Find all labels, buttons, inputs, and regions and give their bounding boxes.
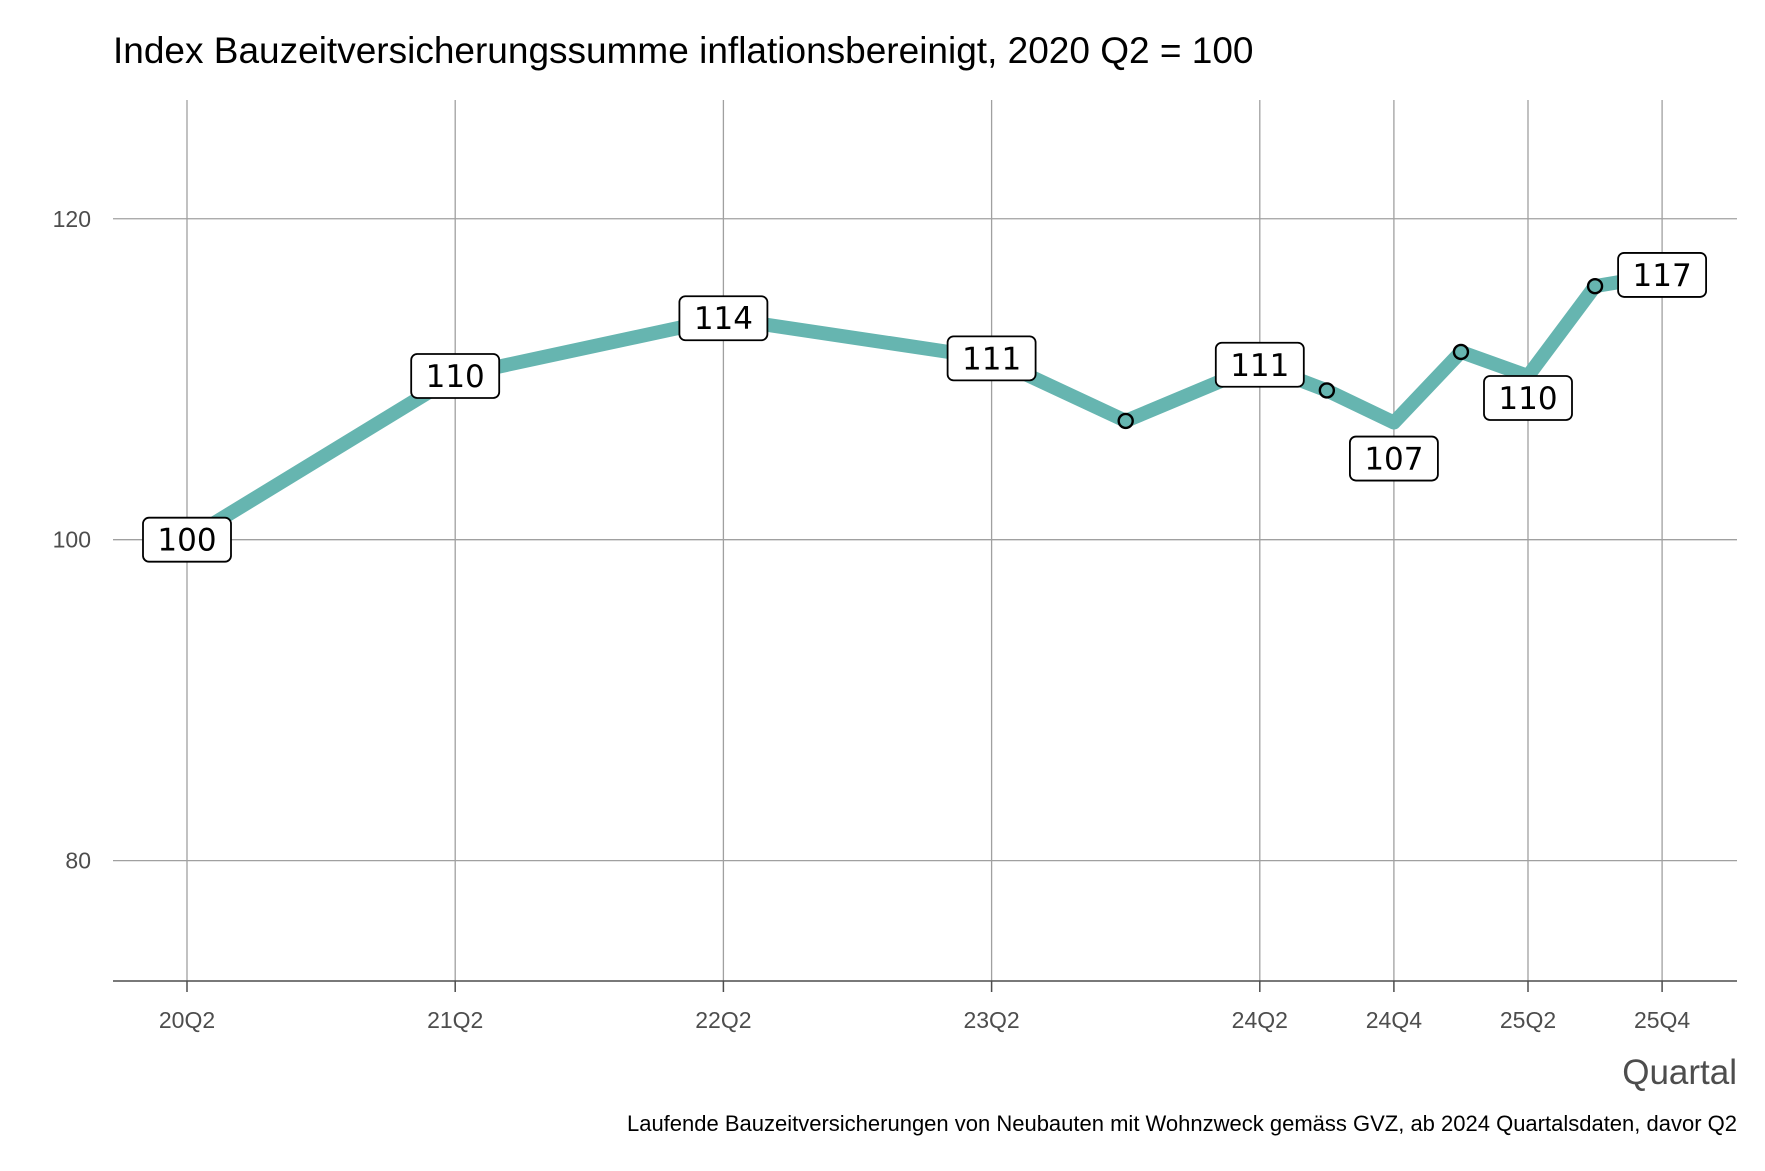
data-labels: 100 110 114 111 111 107 110 117 — [142, 252, 1707, 563]
series-line — [183, 268, 1664, 546]
x-tick-label: 25Q2 — [1500, 1007, 1556, 1033]
data-point — [1318, 382, 1336, 399]
data-point — [1586, 277, 1604, 295]
data-label: 114 — [678, 295, 769, 342]
data-label: 100 — [142, 516, 232, 563]
x-tick-label: 25Q4 — [1634, 1007, 1690, 1033]
data-label-text: 117 — [1633, 258, 1692, 294]
x-tick-label: 24Q2 — [1232, 1007, 1288, 1033]
data-point — [1452, 343, 1470, 361]
data-label: 111 — [1214, 341, 1305, 388]
data-point — [1117, 412, 1134, 430]
axes: 80 100 120 20Q2 21Q2 22Q2 23Q2 24Q2 24Q4 25Q2 25Q4 — [53, 206, 1737, 1033]
grid — [113, 100, 1737, 981]
data-label-text: 100 — [157, 523, 216, 559]
data-label: 111 — [946, 335, 1037, 382]
caption: Laufende Bauzeitversicherungen von Neuba… — [627, 1111, 1737, 1136]
data-label: 107 — [1349, 435, 1439, 482]
data-label-text: 111 — [1230, 348, 1289, 384]
data-label: 110 — [410, 353, 501, 399]
data-label: 110 — [1483, 375, 1573, 421]
x-axis-title: Quartal — [1622, 1053, 1737, 1092]
x-tick-label: 24Q4 — [1366, 1007, 1422, 1033]
y-tick-label: 80 — [65, 848, 91, 874]
data-label-box — [1214, 341, 1305, 388]
data-label-box — [410, 353, 501, 399]
x-tick-label: 23Q2 — [963, 1007, 1019, 1033]
x-tick-label: 21Q2 — [427, 1007, 483, 1033]
data-label-text: 111 — [962, 341, 1021, 377]
data-label-text: 107 — [1364, 442, 1423, 478]
y-tick-label: 100 — [53, 527, 91, 553]
data-label-box — [1617, 252, 1707, 298]
data-label-box — [678, 295, 769, 342]
x-tick-label: 20Q2 — [159, 1007, 215, 1033]
data-label-text: 110 — [426, 359, 485, 395]
data-label-text: 110 — [1498, 381, 1557, 417]
data-label-box — [1349, 435, 1439, 482]
y-tick-label: 120 — [53, 206, 91, 232]
data-label-box — [946, 335, 1037, 382]
data-label-box — [142, 516, 232, 563]
data-label-text: 114 — [694, 301, 753, 337]
data-label: 117 — [1617, 252, 1707, 298]
data-label-box — [1483, 375, 1573, 421]
chart-title: Index Bauzeitversicherungssumme inflatio… — [113, 30, 1253, 71]
x-tick-label: 22Q2 — [695, 1007, 751, 1033]
series — [183, 268, 1664, 546]
